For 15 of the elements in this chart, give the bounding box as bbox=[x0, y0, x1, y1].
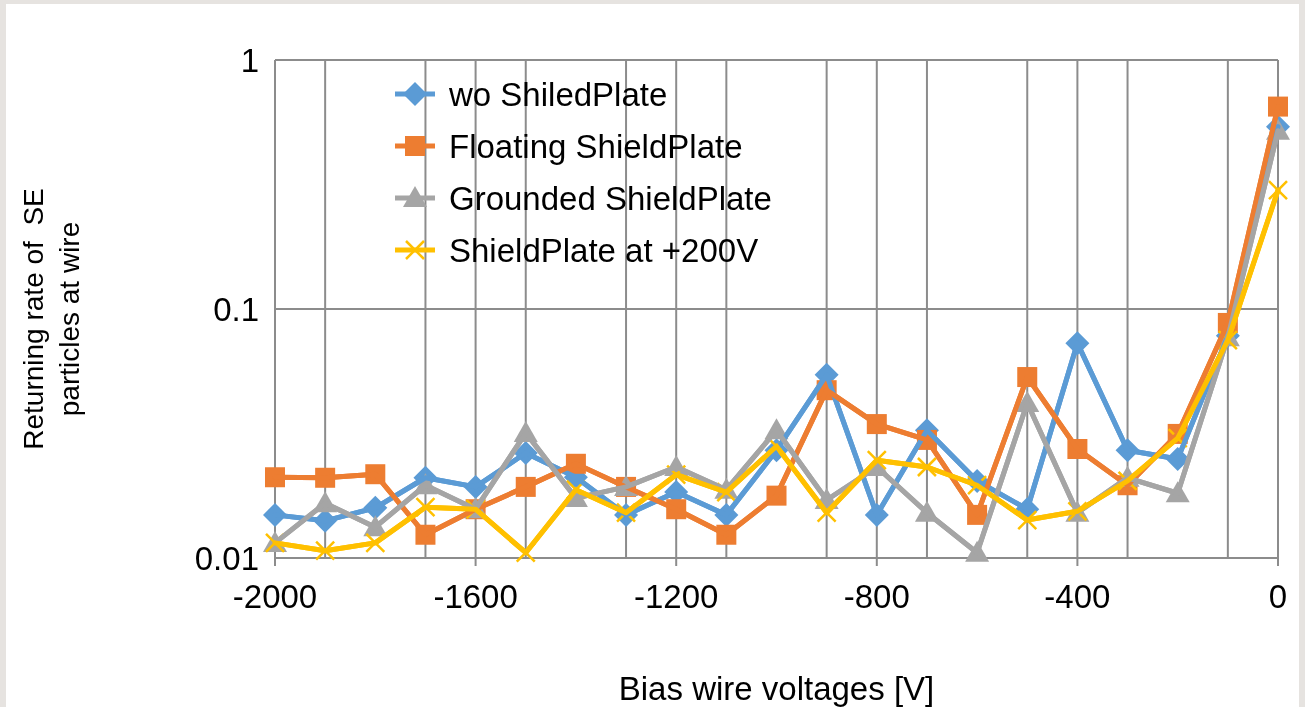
legend-label: Grounded ShieldPlate bbox=[449, 180, 772, 217]
legend-label: Floating ShieldPlate bbox=[449, 128, 743, 165]
x-tick-label: 0 bbox=[1268, 578, 1288, 615]
x-tick-label: -1600 bbox=[433, 578, 518, 615]
legend-label: wo ShiledPlate bbox=[448, 76, 668, 113]
y-tick-label: 1 bbox=[240, 42, 259, 79]
y-tick-label: 0.1 bbox=[213, 291, 259, 328]
y-tick-label: 0.01 bbox=[194, 540, 259, 577]
x-tick-label: -2000 bbox=[232, 578, 318, 615]
x-tick-label: -1200 bbox=[634, 578, 719, 615]
x-tick-label: -800 bbox=[843, 578, 910, 615]
y-axis-title: Returning rate of SE particles at wire bbox=[18, 188, 85, 450]
x-tick-label: -400 bbox=[1044, 578, 1111, 615]
x-axis-title: Bias wire voltages [V] bbox=[618, 670, 935, 707]
legend-label: ShieldPlate at +200V bbox=[449, 232, 759, 269]
